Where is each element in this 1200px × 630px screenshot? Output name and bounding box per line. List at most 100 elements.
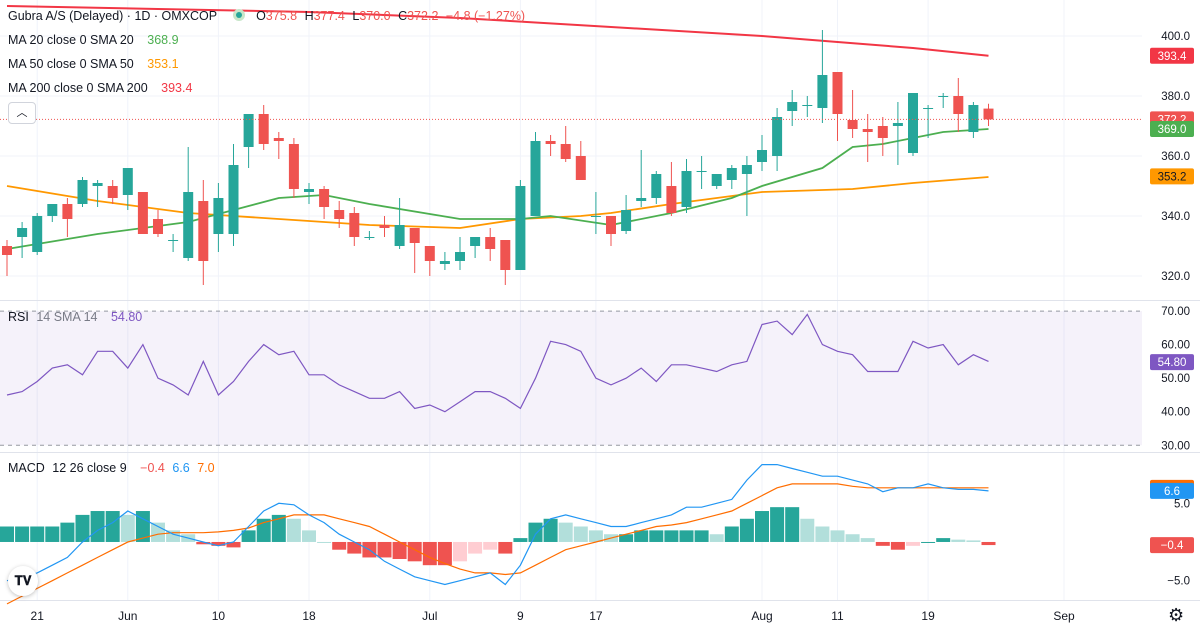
price-label-text: 393.4: [1158, 51, 1187, 63]
legend-ma20[interactable]: MA 20 close 0 SMA 20 368.9: [8, 33, 183, 47]
legend-macd-v1: −0.4: [140, 461, 165, 475]
price-label-box: [1150, 121, 1194, 137]
candle-body: [666, 186, 677, 213]
legend-macd-v3: 7.0: [197, 461, 215, 475]
macd-histogram-bar: [951, 539, 966, 542]
macd-histogram-bar: [407, 541, 422, 562]
macd-histogram-bar: [619, 534, 634, 542]
settings-gear-icon[interactable]: ⚙: [1168, 605, 1185, 625]
rsi-axis-tick: 70.00: [1161, 306, 1190, 318]
candle-body: [137, 192, 148, 234]
macd-histogram-bar: [468, 541, 483, 554]
candle-body: [923, 108, 934, 109]
time-axis-label: 11: [831, 609, 844, 623]
macd-histogram-bar: [317, 541, 332, 543]
candle-body: [560, 144, 571, 159]
high-value: 377.4: [313, 9, 345, 23]
legend-macd[interactable]: MACD 12 26 close 9 −0.4 6.6 7.0: [8, 461, 219, 475]
price-label-box: [1150, 47, 1194, 64]
time-axis-label: 18: [302, 609, 316, 623]
candle-body: [862, 129, 873, 132]
symbol-title[interactable]: Gubra A/S (Delayed) · 1D · OMXCOP: [8, 9, 218, 23]
candle-body: [696, 171, 707, 172]
candle-body: [47, 204, 58, 216]
macd-axis-tick: 5.0: [1174, 498, 1190, 510]
candle-body: [877, 126, 888, 138]
macd-histogram-bar: [135, 511, 150, 542]
candle-body: [92, 183, 103, 186]
legend-ma200-label: MA 200 close 0 SMA 200: [8, 81, 148, 95]
macd-histogram-bar: [498, 541, 513, 554]
macd-histogram-bar: [256, 518, 271, 542]
macd-histogram-bar: [890, 541, 905, 550]
candle-body: [515, 186, 526, 270]
legend-ma50-label: MA 50 close 0 SMA 50: [8, 57, 134, 71]
open-label: O: [256, 9, 266, 23]
legend-rsi-value: 54.80: [110, 310, 143, 324]
price-label-text: 353.2: [1158, 171, 1187, 183]
macd-histogram-bar: [75, 514, 90, 542]
candle-body: [198, 201, 209, 261]
rsi-axis-tick: 40.00: [1161, 407, 1190, 419]
candle-body: [17, 228, 28, 237]
price-axis-tick: 380.0: [1161, 91, 1190, 103]
market-status-icon: [232, 9, 245, 21]
time-axis-label: Sep: [1053, 609, 1075, 623]
candle-body: [304, 189, 314, 192]
collapse-legend-button[interactable]: ︿: [8, 102, 36, 124]
macd-histogram-bar: [377, 541, 392, 558]
macd-histogram-bar: [588, 530, 603, 542]
macd-histogram-bar: [815, 526, 830, 542]
legend-ma20-value: 368.9: [147, 33, 179, 47]
time-axis-label: 10: [212, 609, 226, 623]
candle-body: [711, 174, 722, 186]
macd-histogram-bar: [543, 518, 558, 542]
macd-histogram-bar: [845, 534, 860, 542]
rsi-value-text: 54.80: [1158, 357, 1187, 369]
tradingview-logo[interactable]: 𝐓𝐕: [8, 566, 38, 596]
macd-histogram-bar: [332, 541, 347, 550]
macd-histogram-bar: [966, 540, 981, 542]
candle-body: [122, 168, 133, 195]
candle-body: [258, 114, 269, 144]
time-axis-label: Jul: [422, 609, 437, 623]
candle-body: [228, 165, 239, 234]
candle-body: [107, 186, 118, 198]
candle-body: [953, 96, 964, 114]
legend-ma200[interactable]: MA 200 close 0 SMA 200 393.4: [8, 81, 196, 95]
candle-body: [153, 219, 163, 234]
candle-body: [334, 210, 345, 219]
candle-body: [394, 225, 405, 246]
legend-ma200-value: 393.4: [161, 81, 193, 95]
candle-body: [183, 192, 194, 258]
legend-ma50[interactable]: MA 50 close 0 SMA 50 353.1: [8, 57, 183, 71]
candle-body: [968, 105, 979, 132]
legend-ma20-label: MA 20 close 0 SMA 20: [8, 33, 134, 47]
macd-histogram-bar: [860, 538, 875, 542]
symbol-header: Gubra A/S (Delayed) · 1D · OMXCOP O375.8…: [8, 9, 529, 23]
candle-body: [575, 156, 586, 180]
time-axis-label: 9: [517, 609, 524, 623]
macd-histogram-bar: [105, 511, 120, 542]
macd-histogram-bar: [483, 541, 498, 550]
candle-body: [213, 198, 224, 234]
rsi-axis-tick: 30.00: [1161, 440, 1190, 452]
macd-histogram-bar: [196, 541, 211, 545]
macd-line: [6, 464, 989, 586]
macd-histogram-bar: [921, 541, 936, 543]
macd-histogram-bar: [936, 538, 951, 542]
candle-body: [62, 204, 73, 219]
legend-rsi-label: RSI: [8, 310, 29, 324]
candle-body: [892, 123, 903, 126]
close-label: C: [398, 9, 408, 23]
candle-body: [681, 171, 692, 207]
macd-histogram-bar: [739, 518, 754, 542]
macd-histogram-bar: [724, 526, 739, 542]
candle-body: [726, 168, 737, 180]
high-label: H: [304, 9, 314, 23]
candle-body: [847, 120, 858, 129]
time-axis-label: 17: [589, 609, 603, 623]
price-axis-tick: 400.0: [1161, 31, 1190, 43]
legend-rsi[interactable]: RSI 14 SMA 14 54.80: [8, 310, 146, 324]
